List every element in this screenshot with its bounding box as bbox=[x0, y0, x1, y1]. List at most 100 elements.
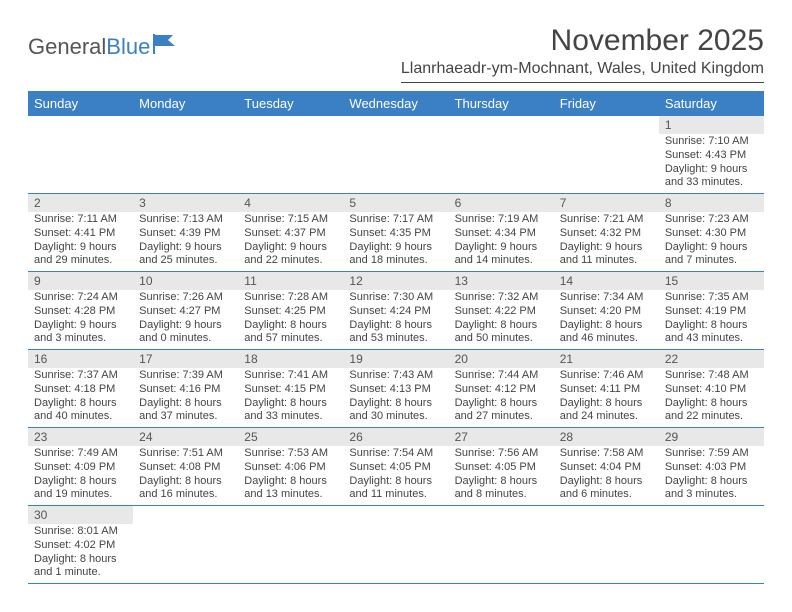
day-header: Thursday bbox=[449, 91, 554, 116]
sunrise-text: Sunrise: 7:28 AM bbox=[244, 291, 337, 305]
day-detail: Sunrise: 7:44 AMSunset: 4:12 PMDaylight:… bbox=[449, 368, 554, 427]
daylight-text: Daylight: 8 hours and 40 minutes. bbox=[34, 397, 127, 425]
calendar-cell: 14Sunrise: 7:34 AMSunset: 4:20 PMDayligh… bbox=[554, 272, 659, 349]
daylight-text: Daylight: 9 hours and 33 minutes. bbox=[665, 163, 758, 191]
daylight-text: Daylight: 8 hours and 19 minutes. bbox=[34, 475, 127, 503]
sunset-text: Sunset: 4:32 PM bbox=[560, 227, 653, 241]
sunset-text: Sunset: 4:08 PM bbox=[139, 461, 232, 475]
daylight-text: Daylight: 8 hours and 30 minutes. bbox=[349, 397, 442, 425]
calendar-week: 30Sunrise: 8:01 AMSunset: 4:02 PMDayligh… bbox=[28, 506, 764, 584]
day-detail: Sunrise: 7:19 AMSunset: 4:34 PMDaylight:… bbox=[449, 212, 554, 271]
day-detail: Sunrise: 7:30 AMSunset: 4:24 PMDaylight:… bbox=[343, 290, 448, 349]
calendar-cell bbox=[554, 506, 659, 583]
calendar-cell: 5Sunrise: 7:17 AMSunset: 4:35 PMDaylight… bbox=[343, 194, 448, 271]
daylight-text: Daylight: 8 hours and 27 minutes. bbox=[455, 397, 548, 425]
daylight-text: Daylight: 8 hours and 46 minutes. bbox=[560, 319, 653, 347]
sunset-text: Sunset: 4:10 PM bbox=[665, 383, 758, 397]
title-block: November 2025 Llanrhaeadr-ym-Mochnant, W… bbox=[401, 24, 764, 87]
day-number: 10 bbox=[133, 272, 238, 290]
calendar-cell: 12Sunrise: 7:30 AMSunset: 4:24 PMDayligh… bbox=[343, 272, 448, 349]
daylight-text: Daylight: 8 hours and 57 minutes. bbox=[244, 319, 337, 347]
calendar-cell: 10Sunrise: 7:26 AMSunset: 4:27 PMDayligh… bbox=[133, 272, 238, 349]
daylight-text: Daylight: 8 hours and 37 minutes. bbox=[139, 397, 232, 425]
calendar-week: 23Sunrise: 7:49 AMSunset: 4:09 PMDayligh… bbox=[28, 428, 764, 506]
day-number: 25 bbox=[238, 428, 343, 446]
day-detail: Sunrise: 7:32 AMSunset: 4:22 PMDaylight:… bbox=[449, 290, 554, 349]
day-header: Saturday bbox=[659, 91, 764, 116]
calendar-cell: 7Sunrise: 7:21 AMSunset: 4:32 PMDaylight… bbox=[554, 194, 659, 271]
calendar-cell: 27Sunrise: 7:56 AMSunset: 4:05 PMDayligh… bbox=[449, 428, 554, 505]
calendar-cell bbox=[133, 116, 238, 193]
calendar-cell: 20Sunrise: 7:44 AMSunset: 4:12 PMDayligh… bbox=[449, 350, 554, 427]
day-number: 13 bbox=[449, 272, 554, 290]
daylight-text: Daylight: 8 hours and 11 minutes. bbox=[349, 475, 442, 503]
day-number: 17 bbox=[133, 350, 238, 368]
month-title: November 2025 bbox=[401, 24, 764, 58]
calendar-cell bbox=[238, 506, 343, 583]
sunrise-text: Sunrise: 7:30 AM bbox=[349, 291, 442, 305]
calendar-cell bbox=[449, 116, 554, 193]
calendar-cell: 2Sunrise: 7:11 AMSunset: 4:41 PMDaylight… bbox=[28, 194, 133, 271]
day-detail: Sunrise: 7:53 AMSunset: 4:06 PMDaylight:… bbox=[238, 446, 343, 505]
calendar-cell bbox=[554, 116, 659, 193]
calendar-cell: 4Sunrise: 7:15 AMSunset: 4:37 PMDaylight… bbox=[238, 194, 343, 271]
day-number: 21 bbox=[554, 350, 659, 368]
day-detail: Sunrise: 7:11 AMSunset: 4:41 PMDaylight:… bbox=[28, 212, 133, 271]
sunset-text: Sunset: 4:22 PM bbox=[455, 305, 548, 319]
day-detail: Sunrise: 7:15 AMSunset: 4:37 PMDaylight:… bbox=[238, 212, 343, 271]
day-detail: Sunrise: 7:58 AMSunset: 4:04 PMDaylight:… bbox=[554, 446, 659, 505]
sunset-text: Sunset: 4:37 PM bbox=[244, 227, 337, 241]
day-detail: Sunrise: 7:46 AMSunset: 4:11 PMDaylight:… bbox=[554, 368, 659, 427]
sunrise-text: Sunrise: 7:58 AM bbox=[560, 447, 653, 461]
location: Llanrhaeadr-ym-Mochnant, Wales, United K… bbox=[401, 60, 764, 83]
calendar-cell: 29Sunrise: 7:59 AMSunset: 4:03 PMDayligh… bbox=[659, 428, 764, 505]
sunset-text: Sunset: 4:05 PM bbox=[455, 461, 548, 475]
logo-flag-icon bbox=[153, 34, 179, 54]
sunrise-text: Sunrise: 7:46 AM bbox=[560, 369, 653, 383]
sunrise-text: Sunrise: 7:21 AM bbox=[560, 213, 653, 227]
day-detail: Sunrise: 7:48 AMSunset: 4:10 PMDaylight:… bbox=[659, 368, 764, 427]
sunrise-text: Sunrise: 7:15 AM bbox=[244, 213, 337, 227]
daylight-text: Daylight: 8 hours and 33 minutes. bbox=[244, 397, 337, 425]
daylight-text: Daylight: 9 hours and 18 minutes. bbox=[349, 241, 442, 269]
day-number: 5 bbox=[343, 194, 448, 212]
day-detail: Sunrise: 7:39 AMSunset: 4:16 PMDaylight:… bbox=[133, 368, 238, 427]
calendar-cell: 30Sunrise: 8:01 AMSunset: 4:02 PMDayligh… bbox=[28, 506, 133, 583]
sunrise-text: Sunrise: 7:44 AM bbox=[455, 369, 548, 383]
sunrise-text: Sunrise: 7:59 AM bbox=[665, 447, 758, 461]
sunset-text: Sunset: 4:06 PM bbox=[244, 461, 337, 475]
sunset-text: Sunset: 4:12 PM bbox=[455, 383, 548, 397]
sunrise-text: Sunrise: 8:01 AM bbox=[34, 525, 127, 539]
daylight-text: Daylight: 8 hours and 1 minute. bbox=[34, 553, 127, 581]
calendar-cell: 19Sunrise: 7:43 AMSunset: 4:13 PMDayligh… bbox=[343, 350, 448, 427]
logo-text-1: General bbox=[28, 34, 106, 60]
day-header-row: SundayMondayTuesdayWednesdayThursdayFrid… bbox=[28, 91, 764, 116]
sunrise-text: Sunrise: 7:43 AM bbox=[349, 369, 442, 383]
day-detail: Sunrise: 7:13 AMSunset: 4:39 PMDaylight:… bbox=[133, 212, 238, 271]
calendar-cell: 26Sunrise: 7:54 AMSunset: 4:05 PMDayligh… bbox=[343, 428, 448, 505]
daylight-text: Daylight: 8 hours and 24 minutes. bbox=[560, 397, 653, 425]
daylight-text: Daylight: 9 hours and 14 minutes. bbox=[455, 241, 548, 269]
sunset-text: Sunset: 4:20 PM bbox=[560, 305, 653, 319]
sunrise-text: Sunrise: 7:54 AM bbox=[349, 447, 442, 461]
daylight-text: Daylight: 9 hours and 29 minutes. bbox=[34, 241, 127, 269]
day-detail: Sunrise: 7:10 AMSunset: 4:43 PMDaylight:… bbox=[659, 134, 764, 193]
calendar: SundayMondayTuesdayWednesdayThursdayFrid… bbox=[28, 91, 764, 584]
calendar-cell: 9Sunrise: 7:24 AMSunset: 4:28 PMDaylight… bbox=[28, 272, 133, 349]
day-number: 18 bbox=[238, 350, 343, 368]
day-number: 1 bbox=[659, 116, 764, 134]
day-number: 23 bbox=[28, 428, 133, 446]
day-detail: Sunrise: 7:35 AMSunset: 4:19 PMDaylight:… bbox=[659, 290, 764, 349]
calendar-cell: 13Sunrise: 7:32 AMSunset: 4:22 PMDayligh… bbox=[449, 272, 554, 349]
sunset-text: Sunset: 4:16 PM bbox=[139, 383, 232, 397]
calendar-week: 2Sunrise: 7:11 AMSunset: 4:41 PMDaylight… bbox=[28, 194, 764, 272]
calendar-cell: 23Sunrise: 7:49 AMSunset: 4:09 PMDayligh… bbox=[28, 428, 133, 505]
sunset-text: Sunset: 4:34 PM bbox=[455, 227, 548, 241]
day-number: 12 bbox=[343, 272, 448, 290]
day-header: Wednesday bbox=[343, 91, 448, 116]
day-header: Tuesday bbox=[238, 91, 343, 116]
sunrise-text: Sunrise: 7:26 AM bbox=[139, 291, 232, 305]
sunrise-text: Sunrise: 7:39 AM bbox=[139, 369, 232, 383]
daylight-text: Daylight: 8 hours and 13 minutes. bbox=[244, 475, 337, 503]
calendar-cell: 16Sunrise: 7:37 AMSunset: 4:18 PMDayligh… bbox=[28, 350, 133, 427]
